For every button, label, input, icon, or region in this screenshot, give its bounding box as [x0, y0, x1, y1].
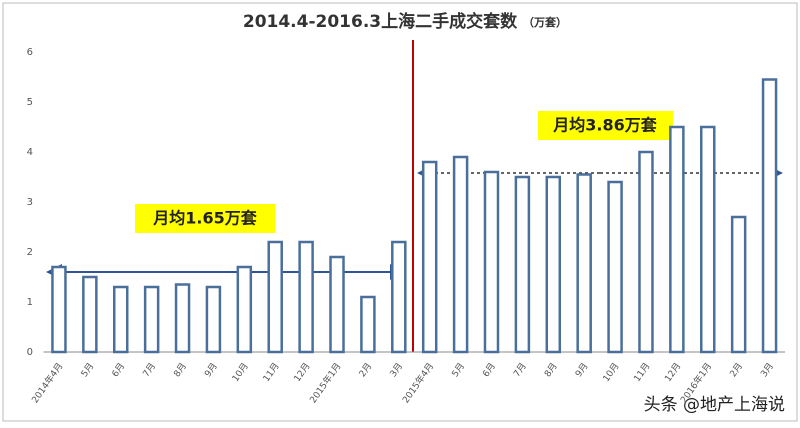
- watermark: 头条 @地产上海说: [644, 395, 785, 415]
- bar: [112, 285, 129, 354]
- bar: [638, 150, 654, 354]
- y-tick-label: 2: [27, 247, 33, 258]
- bar: [174, 283, 191, 354]
- bar: [82, 275, 98, 354]
- bar: [576, 173, 592, 354]
- bar: [514, 175, 531, 354]
- bar: [700, 125, 716, 354]
- chart-subtitle: （万套）: [523, 15, 567, 29]
- y-tick-label: 4: [27, 147, 33, 158]
- bar: [360, 295, 376, 354]
- annotation-box: [135, 204, 275, 233]
- bar: [761, 78, 778, 354]
- annotation: 月均3.86万套: [552, 116, 657, 135]
- bar: [669, 125, 685, 354]
- bar: [205, 285, 222, 354]
- y-tick-label: 3: [27, 197, 33, 208]
- bar: [730, 215, 747, 354]
- y-tick-label: 0: [27, 347, 33, 358]
- bar: [452, 155, 469, 354]
- bar: [607, 180, 623, 354]
- bar: [267, 240, 283, 354]
- bar: [236, 265, 253, 354]
- bar: [143, 285, 160, 354]
- bar: [421, 160, 438, 354]
- bar: [391, 240, 407, 354]
- y-tick-label: 6: [27, 47, 33, 58]
- bar: [545, 175, 562, 354]
- annotation: 月均1.65万套: [152, 209, 257, 228]
- bar: [51, 265, 67, 354]
- annotation-box: [538, 111, 673, 140]
- bar: [329, 255, 345, 354]
- chart-title: 2014.4-2016.3上海二手成交套数: [243, 11, 518, 32]
- bar: [298, 240, 314, 354]
- bar: [483, 170, 500, 354]
- y-tick-label: 1: [27, 297, 33, 308]
- y-tick-label: 5: [27, 97, 33, 108]
